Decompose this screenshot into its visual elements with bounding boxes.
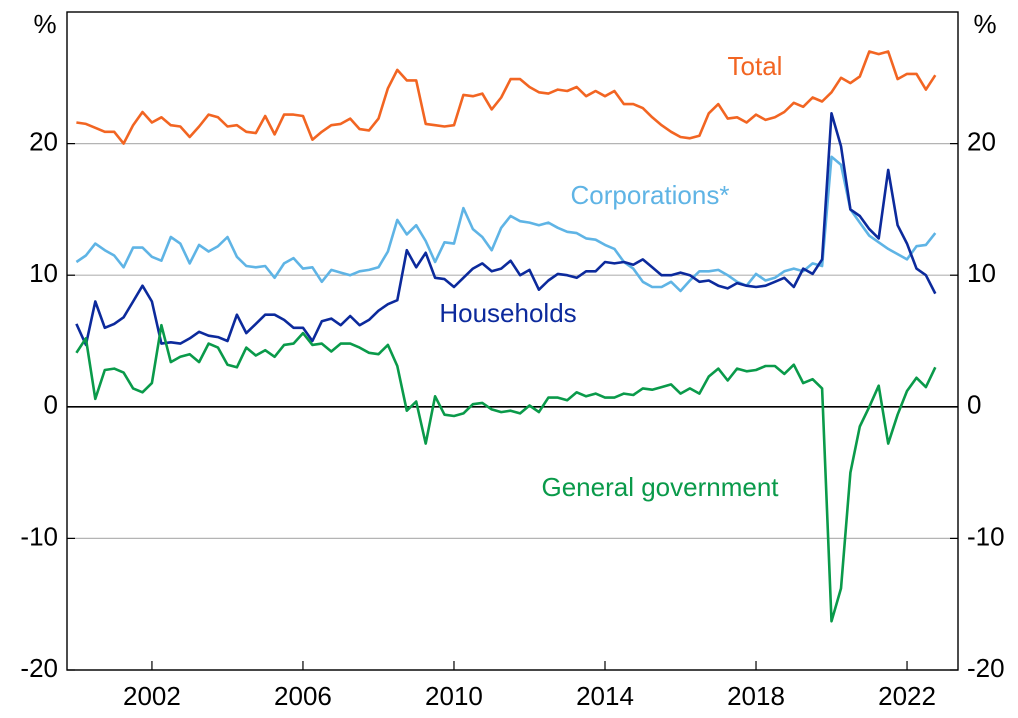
y-tick-label: 0 — [44, 390, 58, 420]
y-tick-label: 20 — [29, 126, 58, 156]
y-unit: % — [33, 9, 56, 39]
series-line — [75, 323, 937, 623]
y2-unit: % — [973, 9, 996, 39]
x-tick-label: 2022 — [878, 681, 936, 711]
series-label: Total — [728, 51, 783, 81]
y-tick-label: 10 — [29, 258, 58, 288]
y2-tick-label: -20 — [967, 653, 1005, 683]
series-label: General government — [541, 472, 779, 502]
series-label: Households — [439, 298, 576, 328]
plot-frame — [66, 11, 959, 671]
series-line — [75, 155, 937, 293]
x-tick-label: 2010 — [425, 681, 483, 711]
series-line — [76, 50, 937, 145]
y2-tick-label: -10 — [967, 521, 1005, 551]
series-label: Corporations* — [571, 180, 730, 210]
y-tick-label: -20 — [20, 653, 58, 683]
series-line — [75, 112, 937, 347]
y2-tick-label: 0 — [967, 390, 981, 420]
x-tick-label: 2018 — [727, 681, 785, 711]
y2-tick-label: 20 — [967, 126, 996, 156]
y2-tick-label: 10 — [967, 258, 996, 288]
x-tick-label: 2002 — [123, 681, 181, 711]
x-tick-label: 2006 — [274, 681, 332, 711]
x-tick-label: 2014 — [576, 681, 634, 711]
y-tick-label: -10 — [20, 521, 58, 551]
